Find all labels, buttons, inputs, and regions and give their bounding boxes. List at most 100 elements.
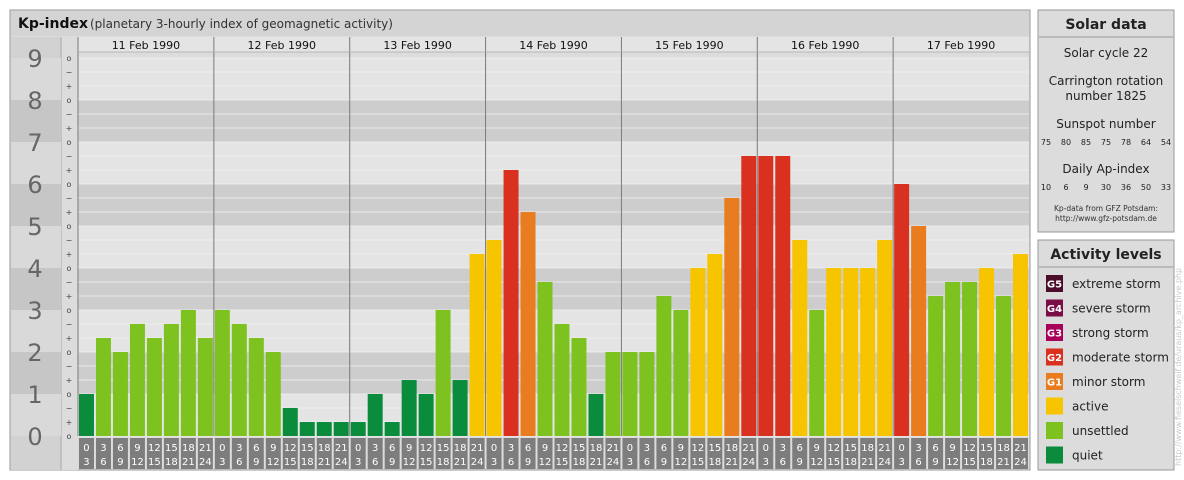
day-label: 11 Feb 1990 [112,39,180,52]
kp-bar [962,281,978,436]
minor-tick-label: + [66,418,73,427]
ap-value: 10 [1041,183,1051,192]
legend-label: moderate storm [1072,351,1169,365]
interval-start-label: 15 [573,443,586,454]
interval-start-label: 15 [165,443,178,454]
interval-end-label: 9 [797,457,803,468]
interval-end-label: 24 [471,457,484,468]
interval-start-label: 12 [691,443,704,454]
interval-end-label: 9 [389,457,395,468]
interval-start-label: 18 [182,443,195,454]
legend-swatch [1046,397,1063,415]
sunspot-value: 54 [1161,138,1171,147]
kp-bar [1013,254,1028,436]
sunspot-value: 80 [1061,138,1071,147]
kp-bar [299,422,315,436]
interval-end-label: 21 [861,457,874,468]
interval-start-label: 3 [915,443,921,454]
activity-levels-title: Activity levels [1050,247,1161,263]
interval-end-label: 21 [997,457,1010,468]
interval-start-label: 15 [437,443,450,454]
interval-end-label: 18 [301,457,314,468]
sunspot-values: 75 80 85 75 78 64 54 [1041,138,1171,147]
sunspot-value: 75 [1101,138,1111,147]
minor-tick-label: − [66,236,73,245]
interval-start-label: 15 [980,443,993,454]
solar-data-panel [1037,9,1175,233]
minor-tick-label: − [66,152,73,161]
kp-bar [724,197,740,436]
kp-bar [605,352,621,436]
minor-tick-label: − [66,278,73,287]
kp-bar [350,422,366,436]
interval-end-label: 6 [236,457,242,468]
kp-bar [214,310,230,436]
interval-start-label: 15 [844,443,857,454]
kp-bar [690,268,706,436]
interval-end-label: 12 [539,457,552,468]
interval-end-label: 12 [946,457,959,468]
day-label: 14 Feb 1990 [519,39,587,52]
minor-tick-label: + [66,334,73,343]
interval-start-label: 12 [827,443,840,454]
y-tick-label: 9 [27,45,42,73]
interval-start-label: 21 [471,443,484,454]
interval-end-label: 3 [627,457,633,468]
interval-end-label: 6 [508,457,514,468]
kp-bar [418,394,434,436]
legend-code: G1 [1047,378,1062,389]
legend-swatch [1046,348,1063,366]
interval-end-label: 6 [644,457,650,468]
interval-end-label: 15 [420,457,433,468]
solar-data-title: Solar data [1065,17,1146,33]
interval-start-label: 18 [997,443,1010,454]
minor-tick-label: + [66,292,73,301]
interval-end-label: 6 [780,457,786,468]
interval-start-label: 9 [134,443,140,454]
kp-bar [486,239,502,436]
sunspot-value: 78 [1121,138,1131,147]
kp-bar [180,310,196,436]
kp-bar [95,338,111,436]
minor-tick-label: o [67,96,72,105]
kp-bar [129,323,145,436]
ap-values: 10 6 9 30 36 50 33 [1041,183,1171,192]
interval-end-label: 24 [878,457,891,468]
kp-bar [775,155,791,436]
y-tick-label: 1 [27,381,42,409]
interval-end-label: 21 [590,457,603,468]
kp-bar [741,155,757,436]
interval-end-label: 3 [491,457,497,468]
kp-bar [554,323,570,436]
interval-start-label: 9 [678,443,684,454]
legend-code: G4 [1047,304,1062,315]
kp-bar [826,268,842,436]
kp-bar [469,254,485,436]
minor-tick-label: − [66,404,73,413]
legend-code: G2 [1047,353,1062,364]
legend-swatch [1046,446,1063,464]
interval-end-label: 21 [454,457,467,468]
interval-end-label: 15 [284,457,297,468]
interval-start-label: 12 [420,443,433,454]
y-tick-label: 4 [27,255,42,283]
minor-tick-label: o [67,138,72,147]
interval-start-label: 15 [708,443,721,454]
legend-label: quiet [1072,449,1103,463]
kp-bar [945,281,961,436]
watermark-url: http://www.fieselschweif.de/uraus/kp_arc… [1174,268,1183,466]
interval-end-label: 15 [148,457,161,468]
kp-bar [588,394,604,436]
chart-header-bar [11,11,1029,36]
minor-tick-label: − [66,320,73,329]
day-label: 12 Feb 1990 [248,39,316,52]
minor-tick-label: + [66,208,73,217]
interval-end-label: 24 [1014,457,1027,468]
kp-bar [248,338,264,436]
interval-end-label: 12 [403,457,416,468]
interval-start-label: 18 [590,443,603,454]
carrington-line-1: Carrington rotation [1049,74,1163,88]
interval-end-label: 3 [898,457,904,468]
kp-bar [843,268,859,436]
